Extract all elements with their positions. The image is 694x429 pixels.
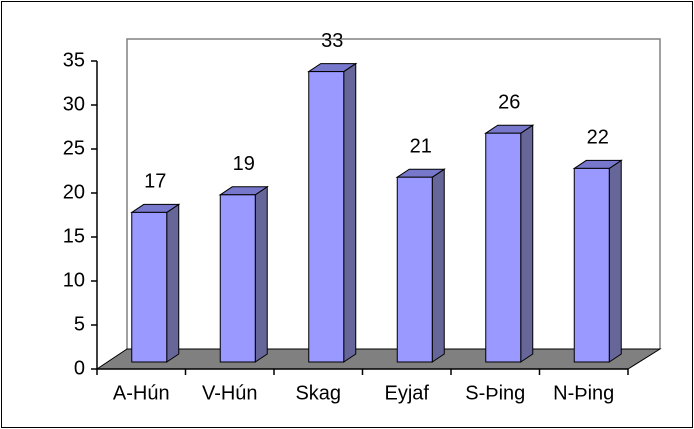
bar-side xyxy=(520,124,534,363)
bar xyxy=(396,176,433,363)
bar-side xyxy=(254,185,268,363)
x-tick-label: A-Hún xyxy=(113,382,170,404)
y-tick-label: 15 xyxy=(63,225,85,247)
bar xyxy=(131,211,168,363)
value-label: 26 xyxy=(498,91,520,113)
bar-side xyxy=(431,168,445,363)
bar xyxy=(573,167,610,363)
bar xyxy=(485,132,522,363)
x-tick-label: V-Hún xyxy=(202,382,258,404)
x-tick-label: Skag xyxy=(295,382,341,404)
bar xyxy=(219,194,256,363)
value-label: 22 xyxy=(587,127,609,149)
y-tick-label: 10 xyxy=(63,269,85,291)
bar-side xyxy=(343,62,357,363)
value-label: 19 xyxy=(233,153,255,175)
bar-side xyxy=(166,203,180,363)
bar-side xyxy=(608,159,622,363)
y-tick-label: 20 xyxy=(63,181,85,203)
back-wall xyxy=(126,38,661,349)
y-tick-label: 5 xyxy=(74,313,85,335)
x-tick-label: N-Þing xyxy=(553,382,614,404)
value-label: 33 xyxy=(321,30,343,52)
y-tick-label: 35 xyxy=(63,49,85,71)
y-tick-label: 30 xyxy=(63,93,85,115)
y-tick-label: 25 xyxy=(63,137,85,159)
y-tick-label: 0 xyxy=(74,357,85,379)
x-tick-label: Eyjaf xyxy=(385,382,430,404)
value-label: 21 xyxy=(410,135,432,157)
bar xyxy=(308,71,345,363)
value-label: 17 xyxy=(144,171,166,193)
x-tick-label: S-Þing xyxy=(465,382,525,404)
